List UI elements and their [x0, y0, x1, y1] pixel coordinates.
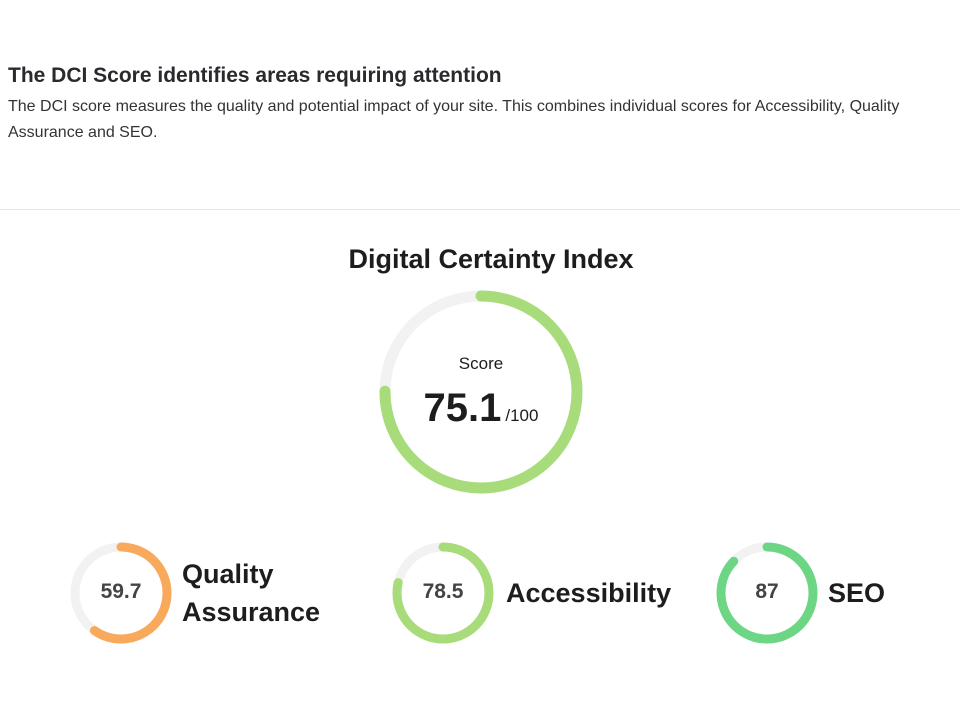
dci-title: Digital Certainty Index [348, 244, 634, 274]
accessibility-name: Accessibility [506, 578, 672, 608]
dci-score-label: Score [458, 354, 504, 373]
divider [0, 209, 960, 210]
dci-score-max: /100 [505, 406, 539, 425]
qa-score: 59.7 [100, 580, 142, 603]
dci-score: 75.1 [423, 386, 502, 430]
dci-gauge-arc [379, 290, 583, 494]
seo-gauge-arc [716, 542, 818, 644]
qa-name-line1: Quality [182, 559, 274, 589]
section-header: The DCI Score identifies areas requiring… [8, 64, 948, 146]
section-description: The DCI score measures the quality and p… [8, 98, 900, 141]
qa-gauge-arc [70, 542, 172, 644]
seo-score: 87 [755, 580, 779, 603]
qa-name-line2: Assurance [182, 597, 321, 627]
section-title: The DCI Score identifies areas requiring… [8, 64, 502, 87]
qa-name: Quality Assurance [182, 555, 320, 631]
dci-score-value: 75.1/100 [381, 386, 581, 431]
accessibility-gauge-arc [392, 542, 494, 644]
seo-name: SEO [828, 578, 886, 608]
accessibility-score: 78.5 [422, 580, 464, 603]
